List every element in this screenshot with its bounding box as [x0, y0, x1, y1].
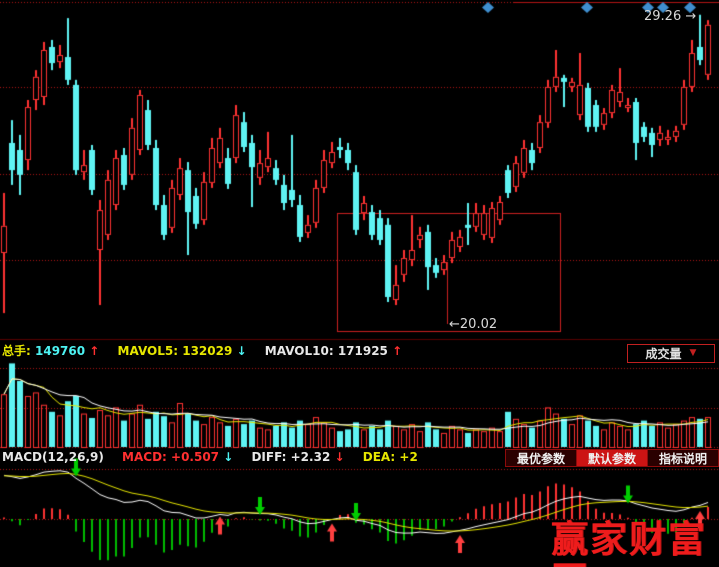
chevron-down-icon: ▼: [689, 348, 697, 358]
mavol10-label: MAVOL10:: [264, 344, 334, 358]
right-arrow-icon: →: [685, 9, 697, 24]
indicator-dropdown-value: 成交量: [645, 347, 682, 361]
macd-label: MACD:: [122, 450, 167, 464]
total-hands-label: 总手:: [2, 344, 31, 358]
mavol5-label: MAVOL5:: [117, 344, 179, 358]
site-watermark: 赢家财富网: [551, 518, 707, 567]
volume-header: 总手: 149760 ↑ MAVOL5: 132029 ↓ MAVOL10: 1…: [2, 342, 602, 359]
diff-value: +2.32: [290, 450, 331, 464]
macd-params-title: MACD(12,26,9): [2, 450, 104, 464]
down-arrow-icon: ↓: [223, 450, 234, 464]
optimal-params-button[interactable]: 最优参数: [506, 450, 577, 466]
dea-value: +2: [399, 450, 418, 464]
indicator-help-button[interactable]: 指标说明: [648, 450, 718, 466]
high-price-value: 29.26: [644, 9, 682, 24]
diff-label: DIFF:: [251, 450, 287, 464]
low-price-annotation: ←20.02: [449, 317, 497, 332]
left-arrow-icon: ←: [449, 317, 460, 332]
default-params-button[interactable]: 默认参数: [577, 450, 648, 466]
total-hands-value: 149760: [35, 344, 86, 358]
macd-param-buttons: 最优参数 默认参数 指标说明: [505, 449, 719, 467]
low-price-value: 20.02: [459, 317, 498, 332]
indicator-dropdown[interactable]: 成交量 ▼: [627, 344, 715, 363]
macd-value: +0.507: [171, 450, 220, 464]
down-arrow-icon: ↓: [236, 344, 247, 358]
dea-label: DEA:: [362, 450, 396, 464]
up-arrow-icon: ↑: [89, 344, 100, 358]
macd-header: MACD(12,26,9) MACD: +0.507 ↓ DIFF: +2.32…: [2, 450, 505, 464]
mavol10-value: 171925: [337, 344, 388, 358]
high-price-annotation: 29.26 →: [644, 9, 696, 24]
down-arrow-icon: ↓: [334, 450, 345, 464]
up-arrow-icon: ↑: [392, 344, 403, 358]
mavol5-value: 132029: [182, 344, 233, 358]
